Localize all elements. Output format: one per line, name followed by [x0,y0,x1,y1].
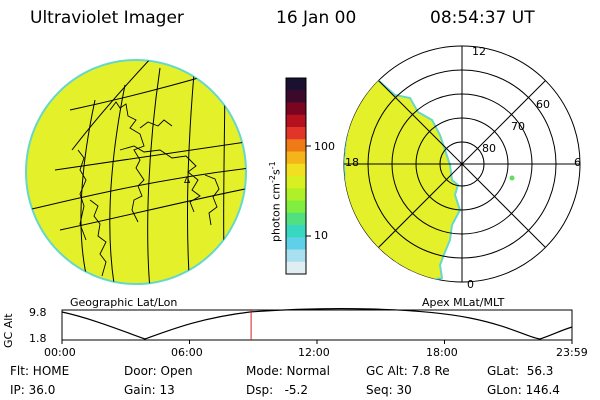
geographic-globe: Δ [25,59,247,285]
colorbar-segment [286,225,306,238]
mlt-label-6: 6 [574,156,581,169]
status-ip: IP: 36.0 [10,383,56,397]
status-dsp: Dsp: -5.2 [246,383,309,397]
status-door: Door: Open [124,364,193,378]
time-tick-2359: 23:59 [556,346,588,359]
mlt-label-0: 0 [467,278,474,291]
date-label: 16 Jan 00 [276,8,357,28]
time-tick-0600: 06:00 [171,346,203,359]
status-gc-alt: GC Alt: 7.8 Re [366,364,450,378]
altitude-y-tick-max: 9.8 [29,306,47,319]
mlat-label-80: 80 [482,142,496,155]
colorbar-unit-label: photon cm-2s-1 [268,161,283,242]
mlat-label-70: 70 [511,120,525,133]
altitude-plot [61,308,573,344]
colorbar-segment [286,90,306,103]
altitude-y-label: GC Alt [2,313,15,348]
colorbar-segment [286,102,306,116]
mlt-label-12: 12 [472,45,486,58]
mlt-label-18: 18 [345,156,359,169]
colorbar-segment [286,114,306,128]
altitude-curve [61,308,573,340]
time-tick-1800: 18:00 [426,346,458,359]
status-glat: GLat: 56.3 [487,364,554,378]
altitude-y-tick-min: 1.8 [29,332,47,345]
time-label: 08:54:37 UT [430,8,535,28]
colorbar-tick-100: 100 [314,140,335,153]
colorbar-segment [286,163,306,177]
colorbar-segment [286,212,306,226]
map-small-label: Δ [184,176,191,186]
time-tick-0000: 00:00 [44,346,76,359]
colorbar-segment [286,151,306,165]
colorbar-segment [286,139,306,152]
colorbar-segment [286,249,306,263]
status-mode: Mode: Normal [246,364,330,378]
mlat-label-60: 60 [536,98,550,111]
colorbar-tick-10: 10 [314,229,328,242]
colorbar-segment [286,188,306,201]
instrument-title: Ultraviolet Imager [30,8,184,28]
polar-grid [344,46,580,282]
geographic-caption: Geographic Lat/Lon [70,296,178,309]
time-tick-1200: 12:00 [298,346,330,359]
status-gain: Gain: 13 [124,383,175,397]
colorbar-segment [286,261,306,275]
apex-caption: Apex MLat/MLT [422,296,505,309]
colorbar [285,77,311,275]
status-glon: GLon: 146.4 [487,383,560,397]
colorbar-segment [286,127,306,140]
status-seq: Seq: 30 [366,383,412,397]
coastline [77,101,220,277]
status-flt: Flt: HOME [10,364,70,378]
colorbar-segment [286,200,306,214]
colorbar-segment [286,176,306,189]
apex-polar-plot [343,45,581,283]
colorbar-segment [286,237,306,250]
colorbar-segment [286,78,306,91]
